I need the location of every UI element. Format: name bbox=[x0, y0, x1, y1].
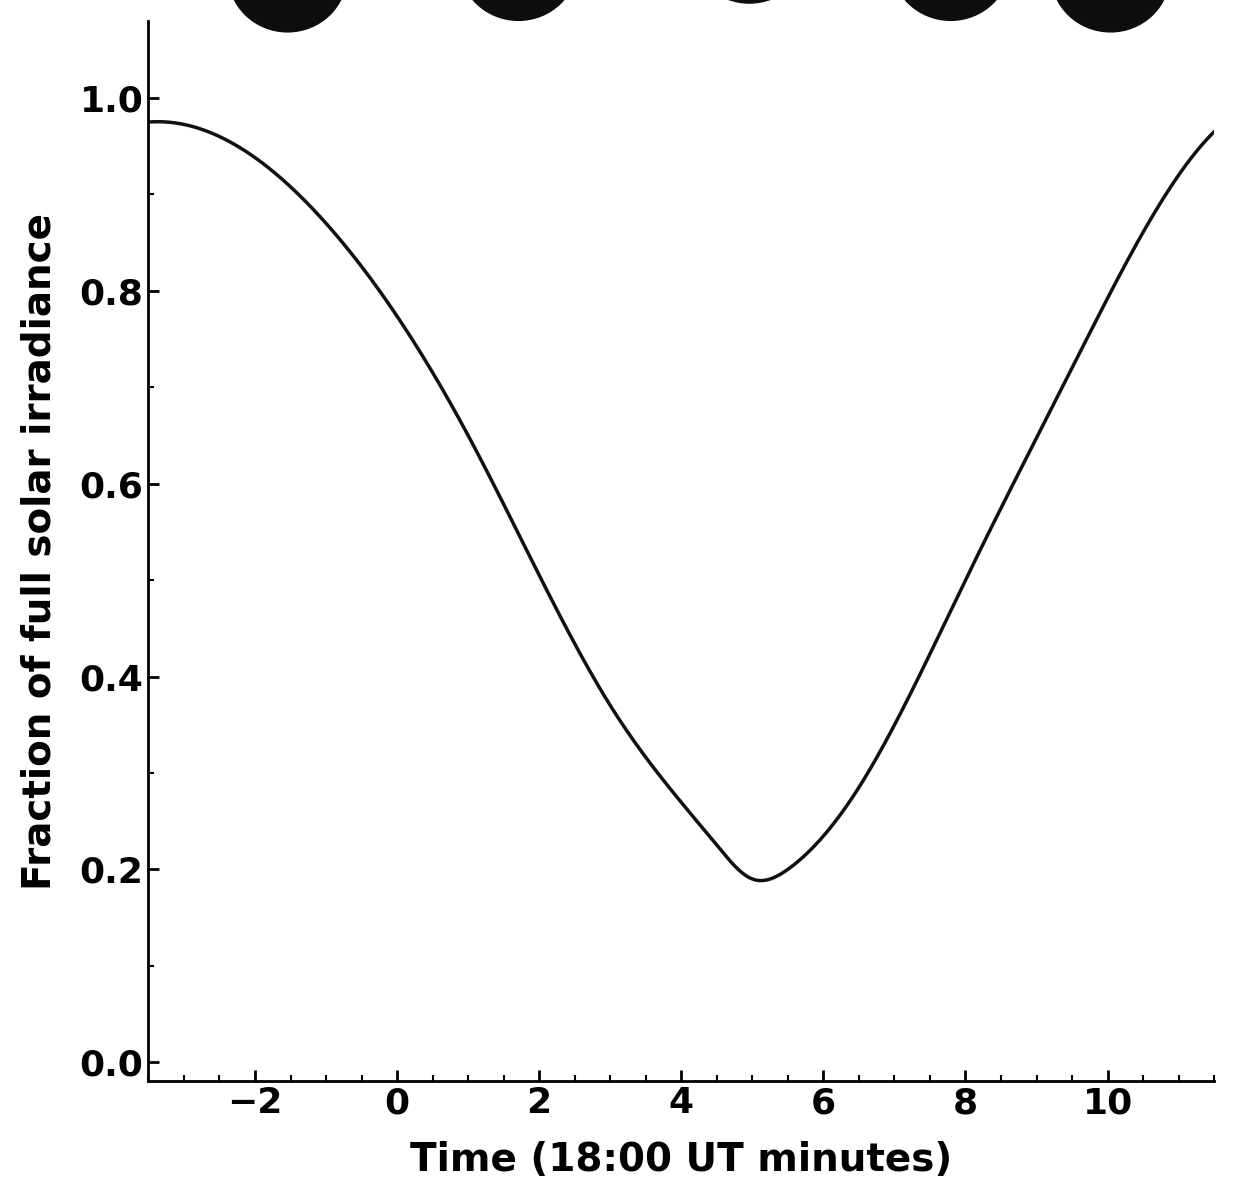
X-axis label: Time (18:00 UT minutes): Time (18:00 UT minutes) bbox=[410, 1141, 952, 1180]
Y-axis label: Fraction of full solar irradiance: Fraction of full solar irradiance bbox=[21, 212, 59, 889]
